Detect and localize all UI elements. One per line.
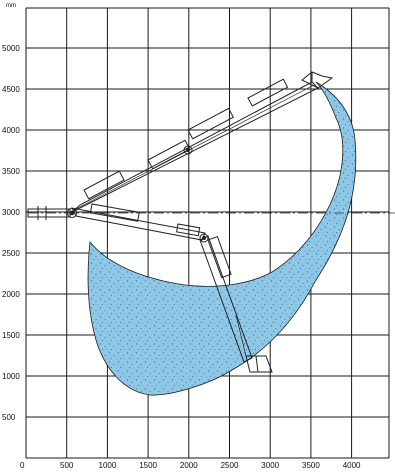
x-tick-label: 2500 (221, 461, 239, 470)
main-pivot (67, 208, 77, 218)
lower-boom-elbow (199, 233, 209, 243)
y-tick-label: 2000 (2, 290, 20, 299)
fly-jib (199, 235, 253, 363)
axis-unit-label: mm (6, 3, 16, 9)
y-tick-label: 3500 (2, 167, 20, 176)
y-tick-label: 4500 (2, 85, 20, 94)
y-tick-label: 500 (2, 413, 16, 422)
y-tick-label: 1000 (2, 372, 20, 381)
lower-boom-arm (71, 207, 206, 241)
x-tick-label: 4000 (343, 461, 361, 470)
y-tick-label: 3000 (2, 208, 20, 217)
y-tick-label: 1500 (2, 331, 20, 340)
y-tick-label: 5000 (2, 44, 20, 53)
upper-basket (301, 71, 334, 89)
upper-boom-section-4 (247, 78, 289, 107)
lower-basket (245, 355, 273, 373)
y-tick-label: 2500 (2, 249, 20, 258)
boom-lower-position (71, 203, 273, 373)
x-tick-label: 500 (60, 461, 74, 470)
x-axis-tick-labels: 0 500 1000 1500 2000 2500 3000 3500 4000 (20, 461, 361, 470)
y-axis-tick-labels: 5000 4500 4000 3500 3000 2500 2000 1500 1000 500 (2, 44, 20, 422)
boom-upper-position (71, 71, 334, 213)
x-tick-label: 3500 (302, 461, 320, 470)
x-tick-label: 2000 (180, 461, 198, 470)
x-tick-label: 3000 (261, 461, 279, 470)
x-tick-label: 1000 (99, 461, 117, 470)
upper-boom-pivot (183, 145, 193, 155)
reach-envelope (87, 81, 357, 396)
fly-jib-section (207, 235, 232, 279)
x-tick-label: 0 (20, 461, 25, 470)
reach-envelope-stipple (88, 82, 356, 396)
x-tick-label: 1500 (139, 461, 157, 470)
upper-boom-section-1 (83, 170, 125, 200)
y-tick-label: 4000 (2, 126, 20, 135)
lower-boom-section-2 (176, 223, 201, 237)
upper-boom-section-2 (147, 139, 191, 170)
upper-boom-section-3 (187, 107, 234, 140)
lower-boom-section-1 (89, 203, 140, 222)
turret-base (27, 206, 77, 220)
